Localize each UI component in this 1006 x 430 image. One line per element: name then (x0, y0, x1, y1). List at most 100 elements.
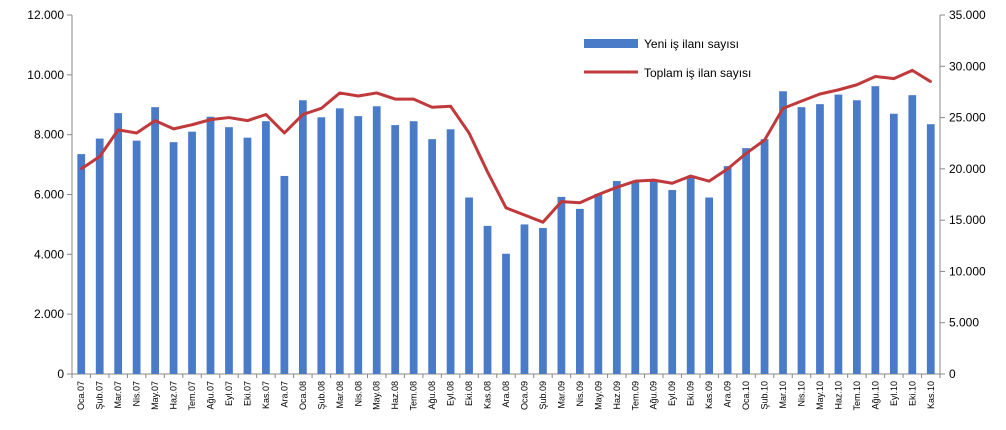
line-point (781, 107, 785, 110)
line-point (818, 92, 822, 96)
line-point (726, 167, 729, 171)
x-tick-label: Tem.10 (852, 381, 862, 411)
bar (871, 86, 880, 375)
bar (335, 108, 344, 374)
bar (575, 208, 584, 374)
left-tick-label: 4.000 (34, 247, 64, 261)
legend-bar-label: Yeni iş ilanı sayısı (644, 37, 739, 51)
line-point (412, 97, 415, 101)
bar (557, 196, 566, 374)
x-tick-label: Ağu.09 (649, 381, 659, 410)
x-tick-label: Nis.08 (353, 381, 363, 407)
right-tick-label: 25.000 (949, 111, 986, 125)
line-point (892, 77, 896, 80)
line-point (671, 182, 674, 185)
left-tick-label: 12.000 (27, 8, 64, 22)
bar (539, 228, 547, 374)
x-tick-label: Haz.07 (169, 381, 179, 410)
x-tick-label: Mar.09 (556, 381, 566, 409)
x-axis-ticks: Oca.07 Şub.07 Mar.07 Nis.07 May.07 Haz.07 Tem.… (71, 374, 941, 411)
x-tick-label: Mar.10 (778, 381, 788, 409)
line-point (264, 113, 268, 116)
line-point (634, 179, 637, 183)
bar (723, 166, 732, 374)
bar (225, 127, 233, 374)
x-tick-label: Kas.07 (261, 381, 271, 409)
bar-series (77, 86, 935, 375)
x-tick-label: Tem.07 (187, 381, 197, 411)
x-tick-label: Oca.10 (741, 381, 751, 410)
bar (317, 117, 326, 374)
legend-line-label: Toplam iş ilan sayısı (644, 66, 751, 80)
bar (206, 116, 215, 374)
line-point (227, 116, 231, 119)
bar (889, 113, 898, 374)
right-axis-ticks: 0 5.000 10.000 15.000 20.000 25.000 30.000 35.0… (940, 8, 986, 381)
x-tick-label: Eki.07 (242, 381, 252, 406)
bar (926, 124, 935, 374)
line-point (80, 167, 83, 171)
line-point (744, 152, 748, 155)
line-point (338, 91, 341, 95)
line-point (615, 186, 619, 189)
x-tick-label: Haz.10 (833, 381, 843, 410)
x-tick-label: Kas.09 (704, 381, 714, 409)
line-point (467, 131, 471, 135)
line-point (560, 200, 563, 203)
line-point (135, 131, 138, 135)
bar (483, 225, 492, 374)
bar (465, 197, 473, 374)
line-point (763, 138, 766, 142)
left-axis-ticks: 0 2.000 4.000 6.000 8.000 10.000 12.000 (27, 8, 72, 381)
left-tick-label: 0 (57, 367, 64, 381)
bar (298, 100, 307, 374)
x-tick-label: Ağu.08 (427, 381, 437, 410)
legend-bar-swatch (584, 39, 638, 48)
line-point (320, 107, 323, 110)
bar (169, 142, 178, 374)
x-tick-label: Mar.07 (113, 381, 123, 409)
bar (649, 180, 658, 374)
bar (686, 176, 695, 374)
bar (409, 121, 418, 375)
x-tick-label: Oca.09 (519, 381, 529, 410)
x-tick-label: Şub.10 (760, 381, 770, 410)
bar (834, 94, 843, 374)
bar (262, 121, 270, 375)
line-point (301, 113, 305, 116)
x-tick-label: Eyl.10 (889, 381, 899, 406)
x-tick-label: Nis.09 (575, 381, 585, 407)
bar (428, 139, 437, 374)
bar (391, 125, 400, 375)
bar (446, 129, 455, 374)
line-point (449, 105, 452, 108)
bar (280, 175, 289, 374)
bar (742, 148, 750, 374)
bar (77, 154, 86, 374)
right-tick-label: 20.000 (949, 162, 986, 176)
x-tick-label: Ağu.10 (870, 381, 880, 410)
line-series (80, 68, 932, 224)
x-tick-label: Eyl.09 (667, 381, 677, 406)
x-tick-label: Eki.10 (907, 381, 917, 406)
bar (705, 197, 714, 374)
x-tick-label: Ağu.07 (206, 381, 216, 410)
line-point (393, 97, 397, 101)
right-tick-label: 35.000 (949, 8, 986, 22)
line-point (597, 193, 600, 196)
x-tick-label: Eki.08 (464, 381, 474, 406)
line-point (837, 88, 840, 92)
bar (908, 95, 917, 374)
bar (816, 104, 824, 374)
x-tick-label: Nis.07 (132, 381, 142, 407)
line-point (209, 118, 212, 121)
bar (354, 116, 363, 374)
bar (594, 193, 603, 374)
bar (502, 253, 510, 374)
left-tick-label: 10.000 (27, 68, 64, 82)
line-point (116, 128, 120, 132)
bar (95, 138, 104, 374)
right-tick-label: 5.000 (949, 316, 979, 330)
x-tick-label: Oca.08 (298, 381, 308, 410)
line-point (855, 83, 859, 86)
